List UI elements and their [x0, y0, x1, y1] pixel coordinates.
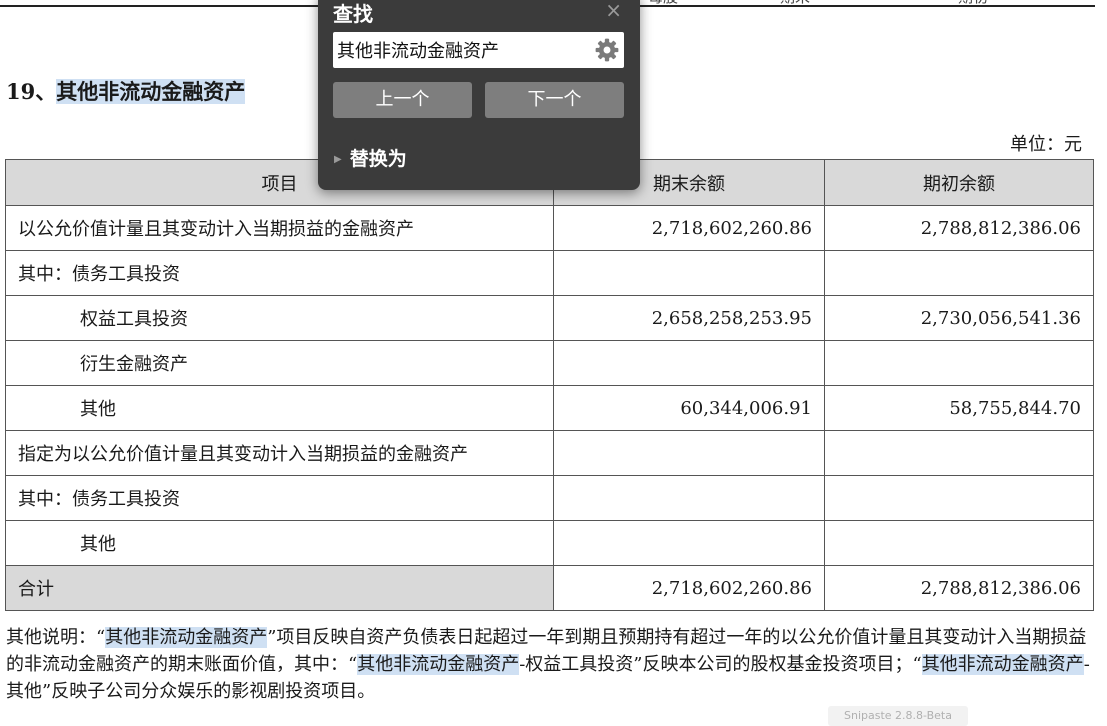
begin-balance-cell: 2,788,812,386.06	[824, 205, 1094, 251]
begin-balance-cell	[824, 250, 1094, 296]
begin-balance-cell	[824, 340, 1094, 386]
row-label: 其中：债务工具投资	[5, 475, 554, 521]
cut-off-text: 每股	[648, 0, 678, 7]
previous-button[interactable]: 上一个	[333, 82, 472, 118]
notes-text: -权益工具投资”反映本公司的股权基金投资项目；“	[519, 654, 922, 675]
end-balance-cell	[553, 475, 825, 521]
notes-text: 其他说明：“	[6, 627, 106, 648]
end-balance-cell: 60,344,006.91	[553, 385, 825, 431]
row-label: 其他	[5, 385, 554, 431]
table-row: 其他 60,344,006.91 58,755,844.70	[5, 385, 1094, 431]
search-field	[333, 32, 624, 68]
find-dialog: 查找 × 上一个 下一个 ▶ 替换为	[318, 0, 640, 190]
table-row: 其他	[5, 520, 1094, 566]
begin-balance-cell	[824, 430, 1094, 476]
section-number: 19、	[6, 79, 57, 104]
row-label: 指定为以公允价值计量且其变动计入当期损益的金融资产	[5, 430, 554, 476]
notes-text: -其他”反映子公司分众娱乐的影视剧投资项目。	[6, 654, 1090, 702]
row-label: 衍生金融资产	[5, 340, 554, 386]
begin-balance-cell: 2,730,056,541.36	[824, 295, 1094, 341]
end-balance-cell	[553, 430, 825, 476]
search-input[interactable]	[337, 32, 587, 68]
end-balance-cell	[553, 520, 825, 566]
cut-off-text: 期末	[780, 0, 810, 7]
begin-balance-cell	[824, 520, 1094, 566]
gear-icon[interactable]	[594, 37, 620, 63]
row-label: 权益工具投资	[5, 295, 554, 341]
unit-label: 单位：元	[1010, 134, 1082, 155]
begin-balance-cell: 58,755,844.70	[824, 385, 1094, 431]
row-label: 以公允价值计量且其变动计入当期损益的金融资产	[5, 205, 554, 251]
table-row: 其中：债务工具投资	[5, 250, 1094, 296]
find-dialog-title: 查找	[333, 2, 373, 26]
replace-label: 替换为	[349, 148, 407, 170]
section-title-highlight: 其他非流动金融资产	[56, 79, 246, 104]
end-balance-cell: 2,658,258,253.95	[553, 295, 825, 341]
next-button[interactable]: 下一个	[485, 82, 624, 118]
end-balance-cell	[553, 250, 825, 296]
notes-paragraph: 其他说明：“其他非流动金融资产”项目反映自资产负债表日起超过一年到期且预期持有超…	[6, 624, 1098, 705]
table-row: 指定为以公允价值计量且其变动计入当期损益的金融资产	[5, 430, 1094, 476]
table-row: 以公允价值计量且其变动计入当期损益的金融资产 2,718,602,260.86 …	[5, 205, 1094, 251]
begin-balance-cell	[824, 475, 1094, 521]
cut-off-text: 期初	[958, 0, 988, 7]
end-balance-cell: 2,718,602,260.86	[553, 565, 825, 611]
end-balance-cell: 2,718,602,260.86	[553, 205, 825, 251]
table-total-row: 合计 2,718,602,260.86 2,788,812,386.06	[5, 565, 1094, 611]
notes-text: ”项目反映自资产负债表日起超过一年到期且预期持有超过一年的以公允价值计量且其变动…	[6, 627, 1087, 675]
table-row: 其中：债务工具投资	[5, 475, 1094, 521]
table-row: 权益工具投资 2,658,258,253.95 2,730,056,541.36	[5, 295, 1094, 341]
begin-balance-cell: 2,788,812,386.06	[824, 565, 1094, 611]
expand-arrow-icon: ▶	[334, 154, 342, 165]
table-row: 衍生金融资产	[5, 340, 1094, 386]
financial-table: 项目 期末余额 期初余额 以公允价值计量且其变动计入当期损益的金融资产 2,71…	[5, 159, 1094, 611]
close-icon[interactable]: ×	[605, 0, 622, 22]
search-match-highlight: 其他非流动金融资产	[921, 654, 1084, 675]
section-title: 19、其他非流动金融资产	[6, 76, 246, 106]
row-label: 其中：债务工具投资	[5, 250, 554, 296]
search-match-highlight: 其他非流动金融资产	[357, 654, 520, 675]
header-begin-balance: 期初余额	[824, 159, 1094, 206]
row-label: 其他	[5, 520, 554, 566]
end-balance-cell	[553, 340, 825, 386]
replace-toggle[interactable]: ▶ 替换为	[334, 144, 407, 171]
snipaste-watermark: Snipaste 2.8.8-Beta	[828, 706, 968, 726]
search-match-highlight: 其他非流动金融资产	[105, 627, 268, 648]
total-label: 合计	[5, 565, 554, 611]
